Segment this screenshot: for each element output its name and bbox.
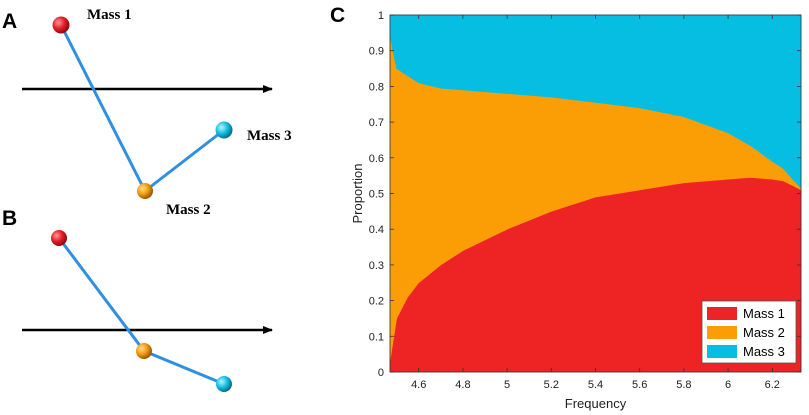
legend: Mass 1 Mass 2 Mass 3 bbox=[701, 300, 797, 364]
legend-label: Mass 1 bbox=[743, 306, 785, 321]
y-axis-ticks: 0 0.1 0.2 0.3 0.4 0.5 0.6 0.7 0.8 0.9 1 bbox=[369, 10, 801, 379]
panel-a-rods bbox=[59, 24, 225, 194]
legend-swatch bbox=[707, 307, 737, 320]
panel-a-mass2-ball bbox=[137, 183, 153, 199]
panel-c-letter: C bbox=[330, 4, 345, 27]
panel-a-mass2-label: Mass 2 bbox=[166, 202, 211, 218]
x-tick-label: 6 bbox=[725, 379, 731, 391]
y-tick-label: 1 bbox=[378, 10, 384, 22]
y-tick-label: 0.7 bbox=[369, 117, 384, 129]
y-tick-label: 0.9 bbox=[369, 46, 384, 58]
panel-b: B bbox=[2, 207, 273, 392]
x-tick-label: 4.6 bbox=[411, 379, 426, 391]
panel-b-letter: B bbox=[2, 207, 17, 230]
legend-swatch bbox=[707, 326, 737, 339]
y-tick-label: 0.4 bbox=[369, 224, 384, 236]
x-tick-label: 6.2 bbox=[765, 379, 780, 391]
panel-a-letter: A bbox=[2, 10, 17, 33]
x-tick-label: 5.4 bbox=[588, 379, 603, 391]
panel-b-mass3-ball bbox=[216, 376, 232, 392]
panel-a-mass1-ball bbox=[52, 16, 70, 34]
panel-a-mass3-ball bbox=[215, 121, 233, 139]
panel-b-mass2-ball bbox=[136, 343, 152, 359]
x-tick-label: 4.8 bbox=[455, 379, 470, 391]
y-tick-label: 0.8 bbox=[369, 81, 384, 93]
panel-a: A Mass 1 Mass 2 Mass 3 bbox=[2, 7, 292, 218]
panel-a-mass3-label: Mass 3 bbox=[247, 128, 292, 144]
x-tick-label: 5 bbox=[504, 379, 510, 391]
x-tick-label: 5.2 bbox=[544, 379, 559, 391]
panel-a-mass1-label: Mass 1 bbox=[87, 7, 132, 23]
x-axis-label: Frequency bbox=[565, 396, 627, 411]
x-tick-label: 5.6 bbox=[632, 379, 647, 391]
x-axis-ticks: 4.6 4.8 5 5.2 5.4 5.6 5.8 6 6.2 bbox=[411, 15, 780, 391]
y-tick-label: 0.2 bbox=[369, 296, 384, 308]
panel-b-mass1-ball bbox=[51, 230, 67, 246]
y-axis-label: Proportion bbox=[350, 164, 365, 224]
y-tick-label: 0 bbox=[378, 367, 384, 379]
y-tick-label: 0.6 bbox=[369, 153, 384, 165]
panel-b-rods bbox=[57, 237, 225, 386]
y-tick-label: 0.3 bbox=[369, 260, 384, 272]
x-tick-label: 5.8 bbox=[676, 379, 691, 391]
legend-label: Mass 2 bbox=[743, 325, 785, 340]
y-tick-label: 0.1 bbox=[369, 331, 384, 343]
legend-swatch bbox=[707, 345, 737, 358]
y-tick-label: 0.5 bbox=[369, 189, 384, 201]
panel-c: C 4.6 4.8 5 5.2 5.4 5.6 5.8 6 6.2 00.10.20.30.40… bbox=[330, 4, 802, 411]
legend-label: Mass 3 bbox=[743, 344, 785, 359]
